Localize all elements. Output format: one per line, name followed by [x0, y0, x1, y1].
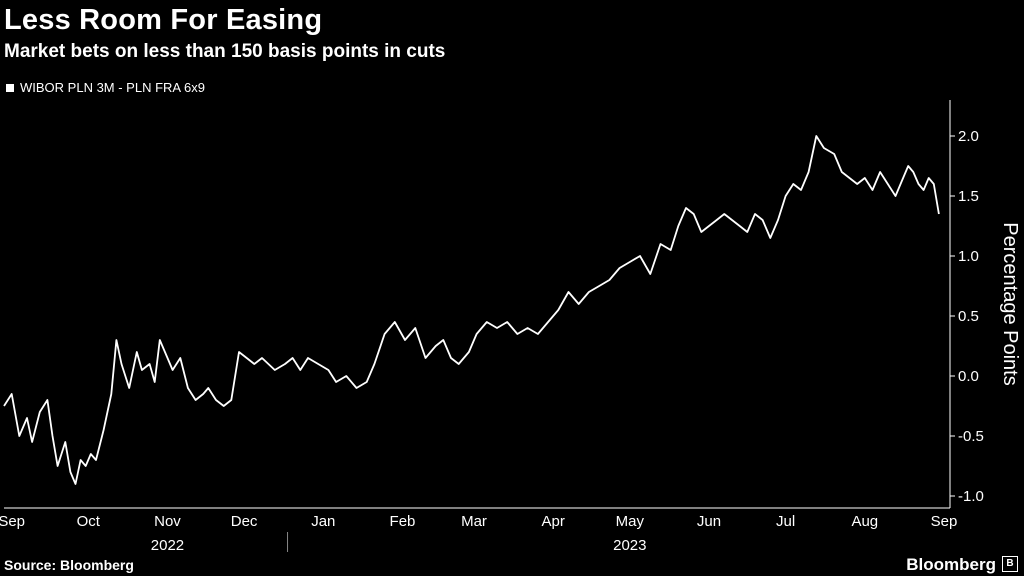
- x-tick-label: Apr: [542, 513, 565, 530]
- legend: WIBOR PLN 3M - PLN FRA 6x9: [6, 80, 205, 95]
- y-tick-label: -1.0: [958, 488, 984, 505]
- x-tick-label: Dec: [231, 513, 258, 530]
- y-axis-title: Percentage Points: [999, 222, 1021, 385]
- brand-wordmark: Bloomberg: [906, 555, 996, 574]
- y-tick-label: -0.5: [958, 428, 984, 445]
- y-tick-label: 1.5: [958, 188, 979, 205]
- x-year-label: 2023: [613, 537, 646, 554]
- source-note: Source: Bloomberg: [4, 557, 134, 573]
- series-line: [3, 135, 940, 485]
- y-tick-label: 0.5: [958, 308, 979, 325]
- x-tick-label: Feb: [390, 513, 416, 530]
- x-tick-label: Jun: [697, 513, 721, 530]
- x-tick-label: Aug: [851, 513, 878, 530]
- x-tick-label: Jul: [776, 513, 795, 530]
- x-tick-label: May: [616, 513, 645, 530]
- legend-swatch: [6, 83, 14, 92]
- y-tick-label: 1.0: [958, 248, 979, 265]
- x-tick-label: Oct: [77, 513, 101, 530]
- x-year-label: 2022: [151, 537, 184, 554]
- chart-title: Less Room For Easing: [4, 4, 323, 36]
- x-tick-label: Jan: [311, 513, 335, 530]
- x-tick-label: Sep: [0, 513, 25, 530]
- chart-subtitle: Market bets on less than 150 basis point…: [4, 41, 446, 62]
- x-tick-label: Mar: [461, 513, 487, 530]
- y-tick-label: 0.0: [958, 368, 979, 385]
- y-tick-label: 2.0: [958, 128, 979, 145]
- bloomberg-b-icon: B: [1002, 556, 1018, 572]
- x-tick-label: Nov: [154, 513, 181, 530]
- x-tick-label: Sep: [931, 513, 958, 530]
- legend-label: WIBOR PLN 3M - PLN FRA 6x9: [20, 80, 205, 95]
